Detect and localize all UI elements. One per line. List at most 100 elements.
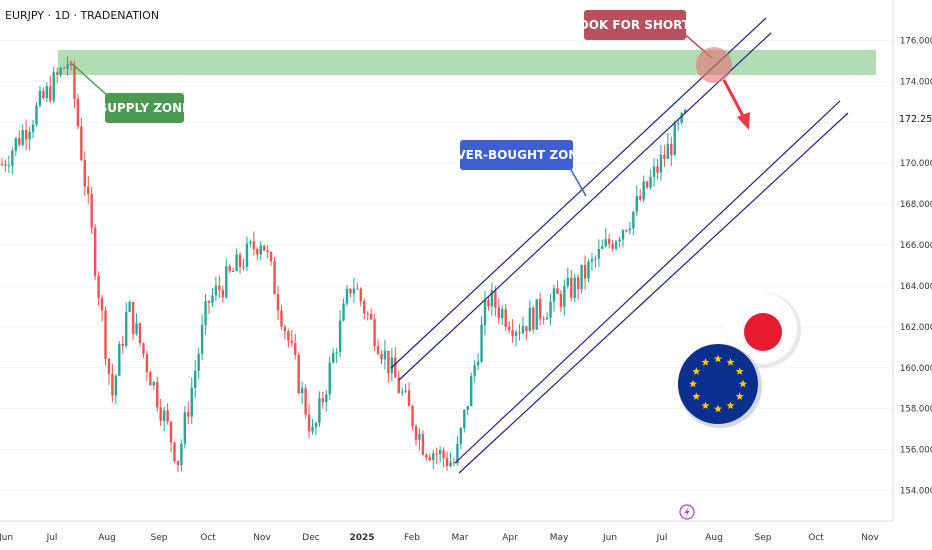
candle	[366, 311, 369, 321]
candle	[266, 245, 269, 259]
candle	[18, 130, 21, 147]
candle	[659, 144, 663, 181]
candle	[335, 347, 338, 363]
candle	[97, 271, 100, 306]
star-icon	[726, 401, 735, 409]
candle	[649, 169, 652, 190]
candle	[628, 221, 632, 235]
candle	[677, 119, 680, 131]
candle	[528, 300, 532, 332]
candle	[290, 329, 293, 348]
candle	[159, 398, 162, 426]
y-tick-label: 156.000	[900, 446, 932, 456]
candle	[597, 239, 601, 267]
candle	[231, 267, 235, 272]
candle	[42, 87, 45, 100]
candle	[621, 229, 625, 248]
candle	[487, 296, 490, 311]
candle	[563, 279, 566, 316]
y-tick-label: 160.000	[900, 364, 932, 374]
candle	[87, 176, 90, 204]
candle	[497, 298, 500, 325]
supply-zone-label: SUPPLY ZONE	[99, 101, 191, 115]
candle	[480, 316, 483, 363]
candle	[62, 67, 66, 70]
candle	[214, 276, 218, 302]
candle	[180, 439, 183, 472]
candle	[45, 82, 49, 103]
candle	[573, 273, 576, 303]
candle	[11, 147, 14, 175]
candle	[470, 372, 473, 407]
candle	[514, 329, 518, 347]
candle	[49, 75, 52, 104]
candle	[259, 240, 262, 261]
look-for-shorts-note: LOOK FOR SHORTS	[571, 10, 750, 130]
over-bought-zone-note: OVER-BOUGHT ZONE	[446, 140, 587, 197]
y-tick-label: 170.000	[900, 159, 932, 169]
candle	[66, 56, 69, 76]
candle	[642, 175, 645, 203]
candle	[152, 381, 155, 390]
over-bought-zone-label: OVER-BOUGHT ZONE	[446, 148, 586, 162]
candle	[235, 248, 238, 272]
candle	[280, 304, 283, 330]
candle	[176, 460, 180, 473]
candle	[663, 145, 666, 168]
candle	[463, 409, 466, 433]
candle	[438, 446, 442, 463]
candle	[338, 310, 342, 358]
candle	[466, 406, 469, 415]
star-icon	[735, 367, 744, 375]
candle	[204, 294, 207, 335]
candle	[421, 430, 425, 456]
candle	[252, 231, 256, 256]
candle	[245, 236, 249, 272]
candle	[604, 227, 607, 248]
candle	[566, 267, 569, 289]
candle	[294, 333, 297, 360]
candle	[380, 350, 383, 365]
x-tick-label: Apr	[502, 533, 518, 543]
candle	[394, 347, 397, 378]
candle	[504, 304, 507, 332]
candle	[242, 258, 245, 271]
y-tick-label: 168.000	[900, 200, 932, 210]
channel-line[interactable]	[458, 112, 849, 474]
candle	[556, 280, 559, 294]
candle	[369, 308, 373, 321]
candle	[311, 419, 314, 435]
lightning-icon[interactable]	[679, 504, 695, 520]
candle	[411, 404, 414, 431]
candle	[128, 300, 131, 313]
x-tick-label: May	[550, 533, 569, 543]
candle	[428, 453, 431, 462]
candle	[59, 66, 62, 78]
candle	[618, 236, 621, 248]
star-icon	[692, 392, 701, 400]
channel-line[interactable]	[398, 32, 772, 381]
star-icon	[692, 367, 701, 375]
time-axis[interactable]: Jun Jul Aug Sep Oct Nov Dec 2025 Feb Mar Apr May Jun…	[0, 533, 879, 543]
candle	[145, 350, 149, 382]
candle	[283, 324, 287, 340]
candle	[194, 359, 197, 398]
y-tick-label: 154.000	[900, 487, 932, 497]
candle	[483, 290, 487, 336]
candle	[352, 277, 356, 303]
candle	[24, 119, 28, 151]
y-tick-label: 162.000	[900, 323, 932, 333]
candle	[397, 370, 400, 394]
candle	[680, 111, 683, 126]
candle	[670, 136, 673, 167]
x-tick-label: Jul	[46, 533, 58, 543]
channel-line[interactable]	[454, 100, 841, 464]
candle	[594, 255, 597, 268]
candle	[107, 357, 111, 385]
candle	[363, 298, 366, 320]
candle	[162, 406, 166, 432]
candle	[142, 342, 145, 359]
candle	[639, 188, 642, 202]
